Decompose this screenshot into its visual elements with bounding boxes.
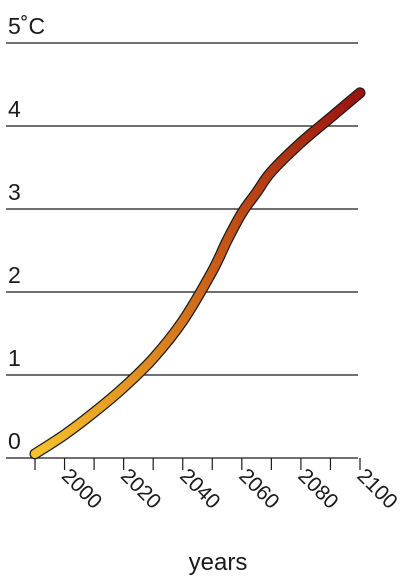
x-tick-label-2020: 2020 xyxy=(116,464,165,513)
x-tick-label-2100: 2100 xyxy=(352,464,401,513)
series-line xyxy=(30,88,365,459)
y-tick-label-0: 0 xyxy=(8,428,21,454)
y-top-label: 5˚C xyxy=(8,13,45,39)
x-tick-label-2040: 2040 xyxy=(175,464,224,513)
y-tick-label-4: 4 xyxy=(8,96,21,122)
y-tick-label-2: 2 xyxy=(8,262,21,288)
y-tick-label-3: 3 xyxy=(8,179,21,205)
x-axis-title: years xyxy=(189,549,248,576)
x-tick-label-2080: 2080 xyxy=(293,464,342,513)
series-line-outline xyxy=(29,87,366,460)
x-tick-label-2000: 2000 xyxy=(57,464,106,513)
y-tick-label-1: 1 xyxy=(8,345,21,371)
x-tick-label-2060: 2060 xyxy=(234,464,283,513)
